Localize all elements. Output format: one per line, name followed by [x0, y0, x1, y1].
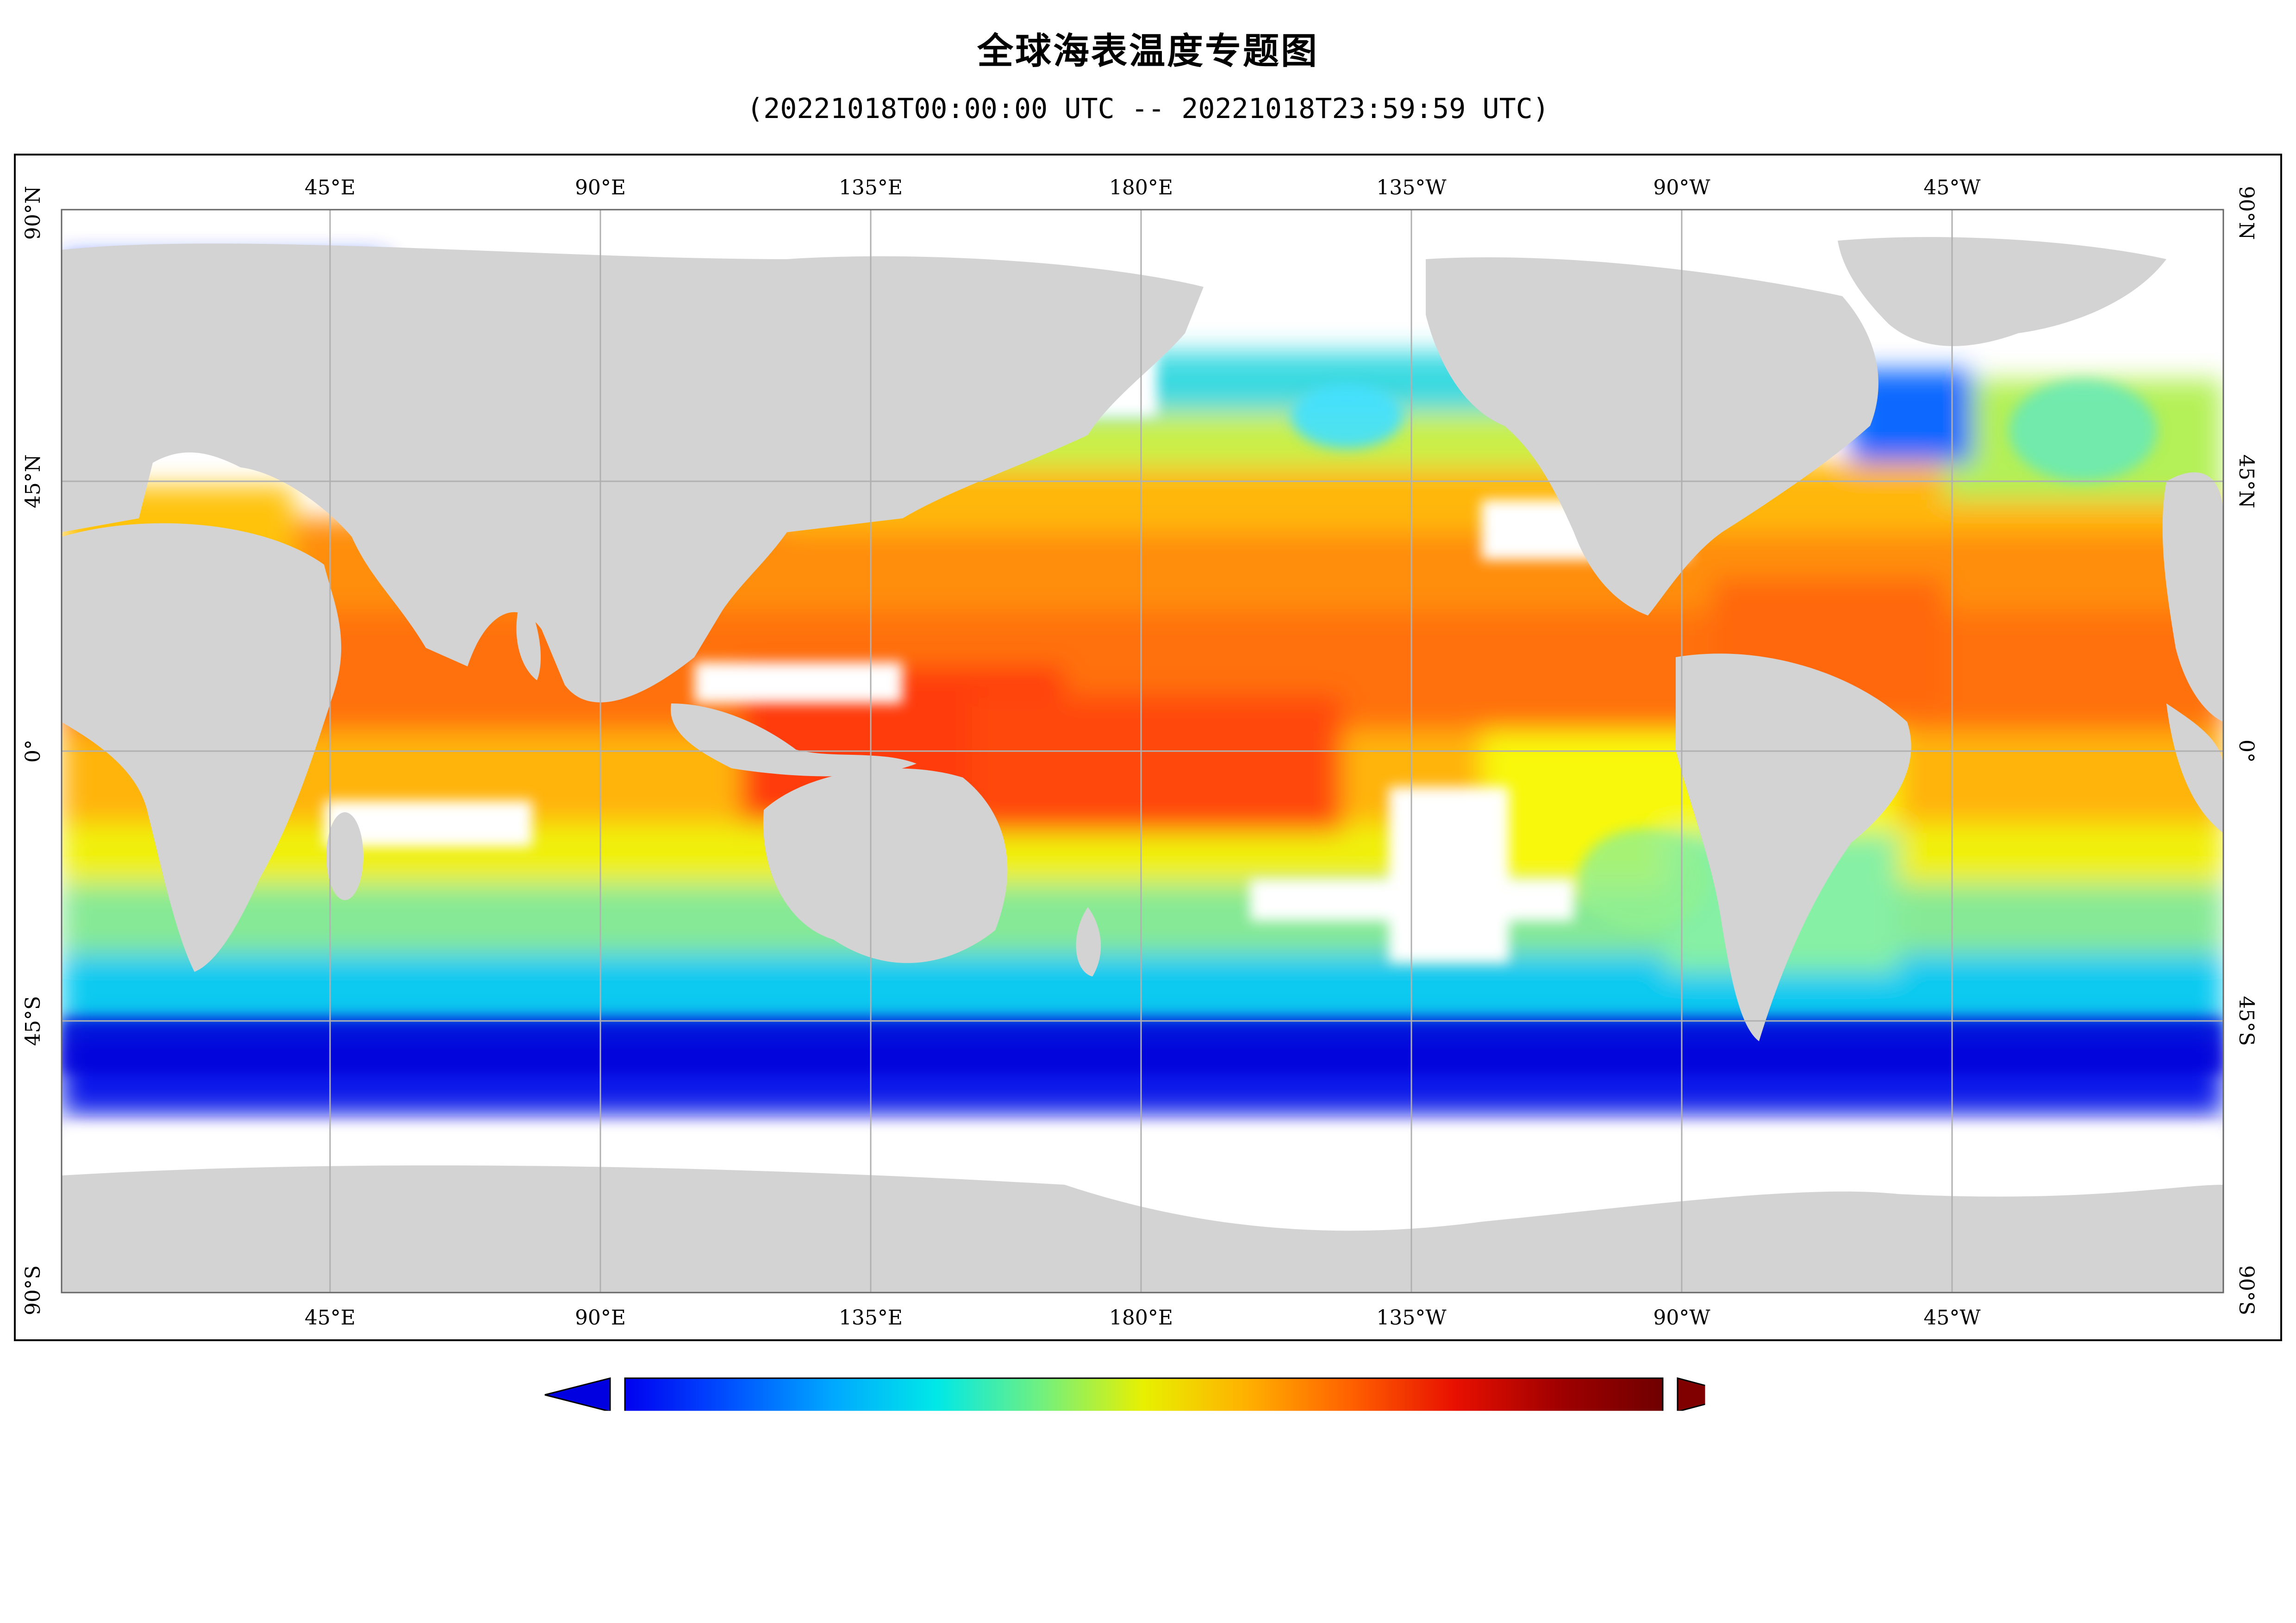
legend-tick-label: -2: [628, 1424, 650, 1449]
info-satellite: 卫星名称:HY-1C: [1861, 1488, 2048, 1524]
lon-label-bottom: 90°W: [1653, 1306, 1710, 1330]
info-scale: 比例尺:1: 100,000,000: [1095, 1561, 1369, 1597]
lon-label-top: 180°E: [1109, 176, 1173, 199]
lon-label-bottom: 180°E: [1109, 1306, 1173, 1330]
sst-gyre-south-pacific: [1578, 828, 1708, 930]
lat-label-right: 45°S: [2234, 996, 2258, 1046]
sensor-label: 传 感 器:: [1861, 1567, 1960, 1596]
sst-band-south-mid: [62, 875, 2223, 953]
sst-band-south-cold: [62, 944, 2223, 1023]
map-body: [62, 210, 2223, 1293]
lat-label-left: 90°N: [21, 186, 45, 240]
organization-label: 制图单位:: [169, 1494, 277, 1523]
sst-acc-core: [62, 1018, 2223, 1074]
latitude-labels-right: 90°N 45°N 0° 45°S 90°S: [2234, 186, 2258, 1315]
legend-over-arrow: [1678, 1378, 1741, 1412]
sensor-value: OCT: [1960, 1567, 2017, 1596]
info-coordinate-system: 坐标系:CGCS2000: [1095, 1488, 1317, 1524]
legend-tick-label: 4: [774, 1424, 788, 1449]
satellite-value: HY-1C: [1969, 1494, 2048, 1523]
lat-label-left: 45°S: [21, 996, 45, 1046]
lon-label-bottom: 45°W: [1923, 1306, 1981, 1330]
sst-west-pacific: [972, 694, 1342, 833]
lon-label-top: 135°W: [1376, 176, 1447, 199]
latitude-labels-left: 90°N 45°N 0° 45°S 90°S: [21, 186, 45, 1315]
lat-label-right: 45°N: [2234, 454, 2258, 509]
lon-label-top: 45°W: [1923, 176, 1981, 199]
lat-label-right: 90°S: [2234, 1265, 2258, 1315]
lat-label-left: 0°: [21, 740, 45, 763]
land-madagascar: [326, 812, 363, 900]
legend-tick-label: 22: [1261, 1424, 1290, 1449]
legend-tick-label: 10: [936, 1424, 964, 1449]
legend-tick-label: 28: [1426, 1424, 1454, 1449]
production-date-label: 制图时间:: [169, 1567, 277, 1596]
legend-under-arrow: [545, 1378, 610, 1412]
sst-gyre-north-atlantic: [2009, 379, 2157, 481]
info-organization: 制图单位:国家卫星海洋应用中心: [169, 1488, 527, 1524]
color-legend: -2 4 10 16 22 28 ≥35(℃): [545, 1378, 1741, 1449]
lat-label-left: 90°S: [21, 1265, 45, 1315]
crs-label: 坐标系:: [1095, 1494, 1178, 1523]
lon-label-bottom: 135°E: [839, 1306, 903, 1330]
info-production-date: 制图时间:2022年10月19日: [169, 1561, 480, 1597]
legend-color-ramp: [625, 1378, 1663, 1412]
crs-value: CGCS2000: [1178, 1494, 1317, 1523]
lon-label-top: 135°E: [839, 176, 903, 199]
legend-tick-label: 16: [1100, 1424, 1129, 1449]
satellite-label: 卫星名称:: [1861, 1494, 1969, 1523]
lon-label-bottom: 135°W: [1376, 1306, 1447, 1330]
lat-label-right: 90°N: [2234, 186, 2258, 240]
longitude-labels-top: 45°E 90°E 135°E 180°E 135°W 90°W 45°W: [305, 176, 1981, 199]
sst-eddy: [1292, 384, 1403, 449]
lon-label-top: 45°E: [305, 176, 356, 199]
lat-label-left: 45°N: [21, 454, 45, 509]
lon-label-bottom: 45°E: [305, 1306, 356, 1330]
lat-label-right: 0°: [2234, 740, 2258, 763]
info-sensor: 传 感 器:OCT: [1861, 1561, 2016, 1597]
cloud-gap: [1389, 787, 1509, 963]
nsoas-logo-icon: [33, 1489, 163, 1619]
lon-label-top: 90°W: [1653, 176, 1710, 199]
scale-value: 1: 100,000,000: [1178, 1567, 1369, 1596]
scale-label: 比例尺:: [1095, 1567, 1178, 1596]
longitude-labels-bottom: 45°E 90°E 135°E 180°E 135°W 90°W 45°W: [305, 1306, 1981, 1330]
lon-label-bottom: 90°E: [575, 1306, 626, 1330]
lon-label-top: 90°E: [575, 176, 626, 199]
legend-max-label: ≥35(℃): [1603, 1424, 1692, 1449]
production-date-value: 2022年10月19日: [277, 1567, 480, 1596]
organization-value: 国家卫星海洋应用中心: [277, 1494, 527, 1523]
